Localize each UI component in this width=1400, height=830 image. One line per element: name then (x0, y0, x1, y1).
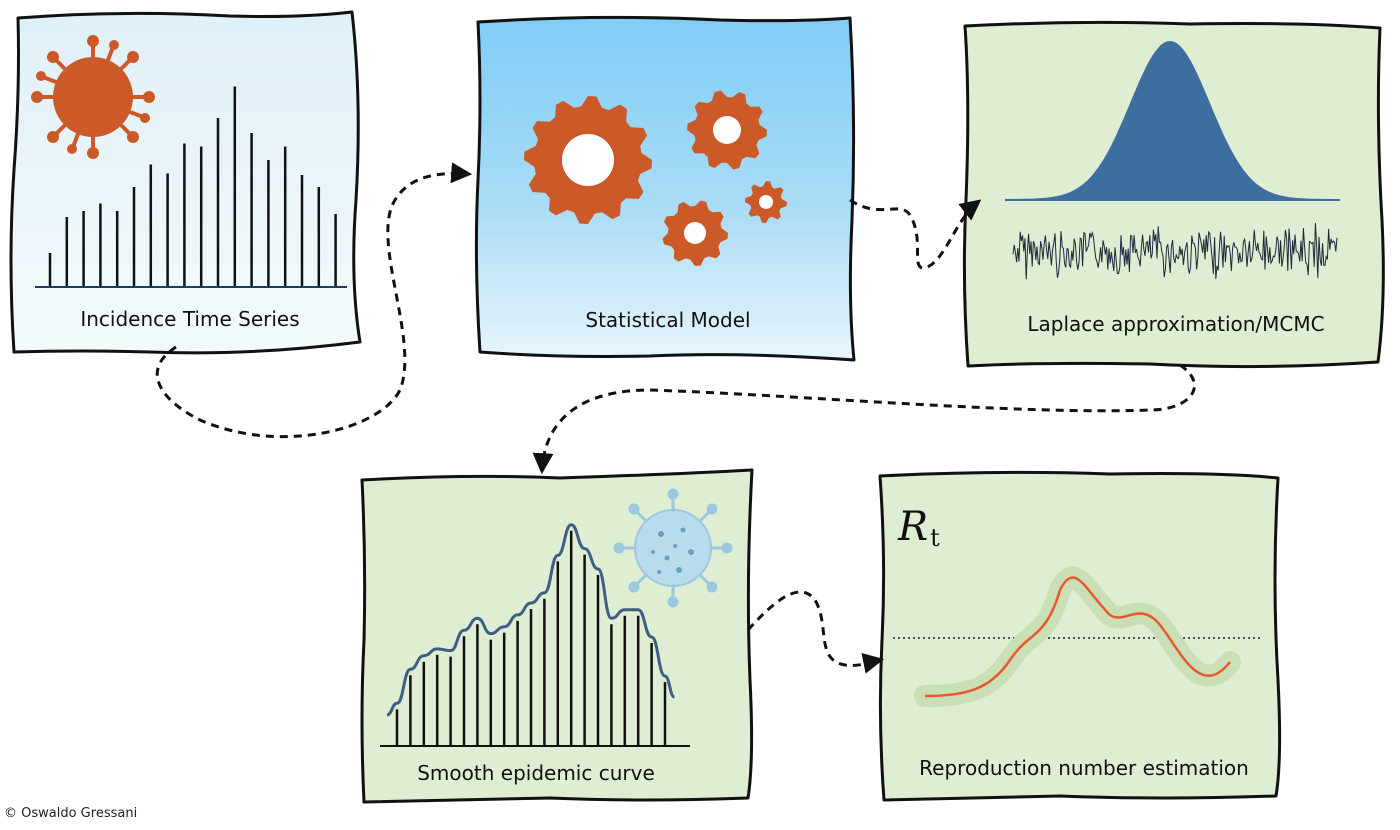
panel-inference: Laplace approximation/MCMC (962, 20, 1385, 369)
panel-model-frame (474, 15, 856, 362)
arrow-smooth-to-reproduction (746, 590, 885, 674)
gear-hole (759, 195, 773, 209)
panel-model: Statistical Model (474, 15, 856, 362)
smooth-curve (386, 523, 676, 717)
panel-incidence: Incidence Time Series (9, 10, 362, 355)
gear-hole (713, 116, 741, 144)
copyright-notice: © Oswaldo Gressani (4, 806, 138, 821)
gears (524, 90, 787, 266)
smooth-label: Smooth epidemic curve (417, 761, 655, 785)
panel-reproduction: Rt Reproduction number estimation (878, 470, 1282, 802)
panel-smooth: Smooth epidemic curve (360, 468, 754, 804)
inference-label: Laplace approximation/MCMC (1027, 312, 1324, 336)
incidence-label: Incidence Time Series (80, 307, 299, 331)
gear-hole (562, 134, 614, 186)
rt-curve (924, 576, 1231, 698)
arrow-model-to-inference (849, 198, 982, 270)
panel-reproduction-frame (878, 470, 1282, 802)
arrow-inference-to-smooth (532, 363, 1196, 475)
rt-symbol: Rt (897, 504, 940, 552)
virus-icon-light (613, 488, 733, 608)
posterior-density (1005, 41, 1340, 199)
smooth-bars (395, 530, 667, 745)
virus-icon (31, 35, 155, 159)
arrow-incidence-to-model (155, 162, 473, 439)
incidence-bars (48, 86, 337, 286)
mcmc-trace (1012, 222, 1338, 280)
gear-hole (684, 222, 706, 244)
model-label: Statistical Model (585, 308, 750, 332)
reproduction-label: Reproduction number estimation (919, 756, 1249, 780)
